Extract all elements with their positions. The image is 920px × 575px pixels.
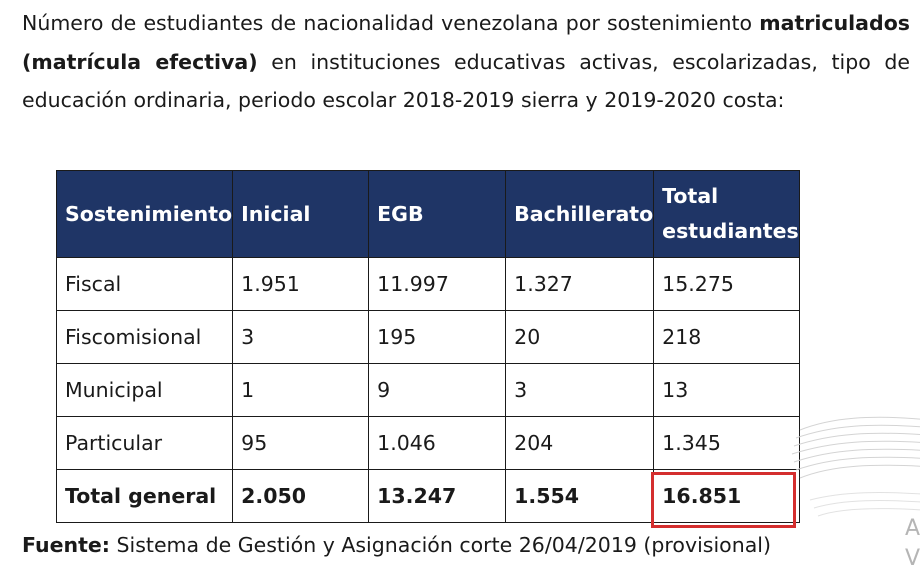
table-cell: 11.997	[368, 257, 507, 311]
corner-text-1: A	[904, 516, 920, 541]
table-header-row: Sostenimiento Inicial EGB Bachillerato T…	[55, 170, 800, 258]
watermark-seal-graphic	[791, 416, 920, 517]
table-cell: 2.050	[232, 469, 370, 523]
table-cell: 9	[368, 363, 507, 417]
grand-total-cell: 16.851	[653, 469, 800, 523]
intro-paragraph: Número de estudiantes de nacionalidad ve…	[22, 4, 910, 120]
table-cell: 13	[653, 363, 800, 417]
table-cell: 3	[232, 310, 370, 364]
table-cell: Fiscomisional	[55, 310, 234, 364]
table-cell: Particular	[55, 416, 234, 470]
table-cell: 1.046	[368, 416, 507, 470]
table-cell: 195	[368, 310, 507, 364]
column-header-inicial: Inicial	[232, 170, 370, 258]
table-cell: 20	[505, 310, 655, 364]
table-cell: 204	[505, 416, 655, 470]
source-note: Fuente: Sistema de Gestión y Asignación …	[22, 530, 771, 560]
table-cell: Municipal	[55, 363, 234, 417]
table-row-fiscomisional: Fiscomisional 3 195 20 218	[55, 310, 800, 364]
table-row-total-general: Total general 2.050 13.247 1.554 16.851	[55, 469, 800, 523]
enrollment-table: Sostenimiento Inicial EGB Bachillerato T…	[55, 170, 800, 523]
corner-text-2: V	[904, 546, 920, 571]
column-header-total-estudiantes: Total estudiantes	[653, 170, 800, 258]
table-cell: 1.951	[232, 257, 370, 311]
column-header-sostenimiento: Sostenimiento	[55, 170, 234, 258]
table-cell: 15.275	[653, 257, 800, 311]
table-cell: 218	[653, 310, 800, 364]
table-row-fiscal: Fiscal 1.951 11.997 1.327 15.275	[55, 257, 800, 311]
table-cell: 1.554	[505, 469, 655, 523]
source-label: Fuente:	[22, 533, 110, 557]
intro-text-end: en instituciones educativas activas, esc…	[22, 49, 910, 113]
table-cell: 95	[232, 416, 370, 470]
table-cell: 1.345	[653, 416, 800, 470]
table-row-municipal: Municipal 1 9 3 13	[55, 363, 800, 417]
table-cell: 13.247	[368, 469, 507, 523]
table-cell: 1.327	[505, 257, 655, 311]
table-cell: 3	[505, 363, 655, 417]
source-text: Sistema de Gestión y Asignación corte 26…	[116, 533, 771, 557]
intro-bold-text: matriculados (matrícula efectiva)	[22, 11, 910, 74]
table-cell: 1	[232, 363, 370, 417]
column-header-egb: EGB	[368, 170, 507, 258]
table-row-particular: Particular 95 1.046 204 1.345	[55, 416, 800, 470]
intro-text-start: Número de estudiantes de nacionalidad ve…	[22, 11, 753, 35]
table-cell: Fiscal	[55, 257, 234, 311]
column-header-bachillerato: Bachillerato	[505, 170, 655, 258]
table-cell: Total general	[55, 469, 234, 523]
